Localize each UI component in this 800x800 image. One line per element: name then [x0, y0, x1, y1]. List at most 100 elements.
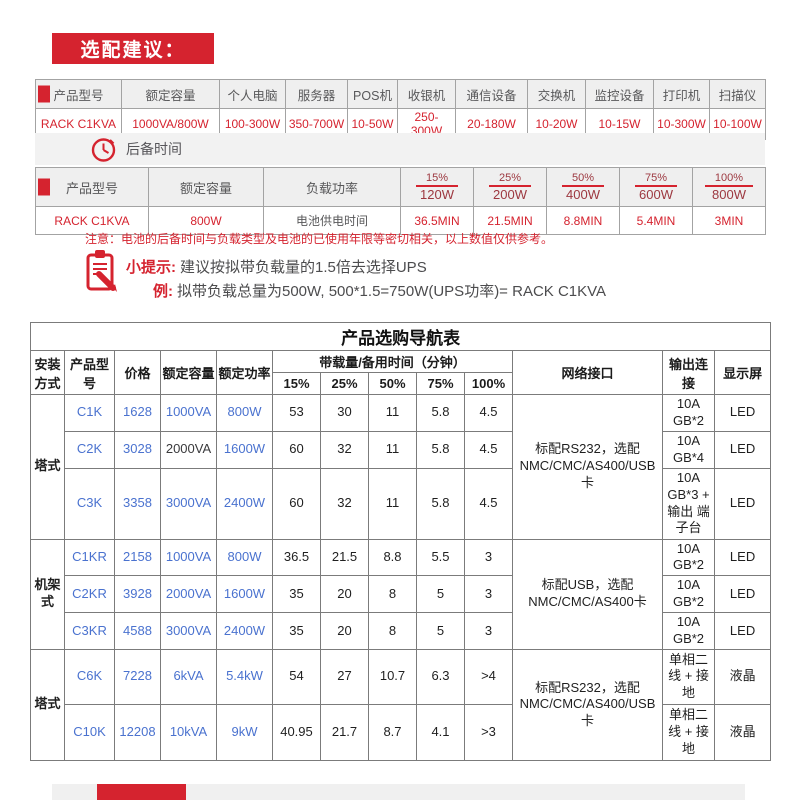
nav-cell-output: 10A GB*2	[662, 538, 715, 577]
nav-header-capacity: 额定容量	[160, 350, 217, 395]
device-table-header-row: 产品型号 额定容量 个人电脑 服务器 POS机 收银机 通信设备 交换机 监控设…	[35, 79, 766, 109]
red-marker	[38, 178, 50, 196]
nav-cell-output: 10A GB*3 + 输出 端子台	[662, 467, 715, 540]
nav-cell-model: C3KR	[64, 612, 115, 650]
nav-cell-l25: 20	[320, 575, 369, 614]
tip-example-text: 拟带负载总量为500W, 500*1.5=750W(UPS功率)= RACK C…	[177, 283, 607, 300]
nav-cell-power: 9kW	[216, 703, 273, 761]
nav-cell-output: 单相二 线 + 接 地	[662, 703, 715, 761]
nav-cell-price: 4588	[114, 612, 161, 650]
nav-cell-l100: 4.5	[464, 467, 513, 540]
nav-cell-output: 10A GB*4	[662, 430, 715, 469]
backup-cell-min-15: 36.5MIN	[400, 206, 474, 235]
backup-cell-loadpower: 电池供电时间	[263, 206, 401, 235]
nav-header-output: 输出连接	[662, 350, 715, 395]
nav-row-c1k: 塔式 C1K 1628 1000VA 800W 53 30 11 5.8 4.5…	[30, 394, 772, 540]
tip-example-label: 例:	[153, 283, 173, 300]
nav-cell-l25: 21.7	[320, 703, 369, 761]
nav-cell-model: C1KR	[64, 538, 115, 577]
nav-cell-price: 3028	[114, 430, 161, 469]
clock-icon	[90, 136, 117, 163]
device-header-printer: 打印机	[653, 79, 710, 109]
nav-cell-capacity: 1000VA	[160, 538, 217, 577]
nav-cell-display: LED	[713, 538, 772, 577]
nav-cell-model: C6K	[64, 648, 115, 705]
nav-cell-l15: 53	[272, 394, 321, 432]
backup-table-header-row: 产品型号 额定容量 负载功率 15% 120W 25% 200W 50% 400W 7…	[35, 167, 766, 207]
nav-header-row-1: 安装方式 产品型号 价格 额定容量 额定功率 带载量/备用时间（分钟） 网络接口…	[30, 350, 772, 395]
nav-header-load-100: 100%	[464, 372, 513, 395]
nav-cell-power: 800W	[216, 394, 273, 432]
nav-cell-l75: 5.8	[416, 467, 465, 540]
nav-cell-l50: 11	[368, 430, 417, 469]
backup-time-band: 后备时间	[35, 133, 765, 165]
nav-cell-price: 3358	[114, 467, 161, 540]
nav-cell-output: 10A GB*2	[662, 394, 715, 432]
nav-cell-l100: >3	[464, 703, 513, 761]
nav-cell-l75: 6.3	[416, 648, 465, 705]
nav-cell-capacity: 3000VA	[160, 467, 217, 540]
badge-label: 选配建议：	[80, 40, 186, 61]
nav-cell-l50: 8.8	[368, 538, 417, 577]
nav-row-c2k: C2K 3028 2000VA 1600W 60 32 11 5.8 4.5 1…	[31, 430, 772, 469]
backup-header-capacity: 额定容量	[148, 167, 264, 207]
nav-network-group-2: 标配USB，选配NMC/CMC/AS400卡	[512, 538, 663, 650]
nav-table-title: 产品选购导航表	[29, 322, 772, 351]
nav-cell-price: 3928	[114, 575, 161, 614]
nav-cell-price: 1628	[114, 394, 161, 432]
nav-cell-display: LED	[713, 467, 772, 540]
nav-cell-capacity: 2000VA	[160, 430, 217, 469]
nav-header-display: 显示屏	[713, 350, 772, 395]
nav-cell-l50: 10.7	[368, 648, 417, 705]
nav-cell-capacity: 10kVA	[160, 703, 217, 761]
nav-header-price: 价格	[114, 350, 161, 395]
backup-header-model: 产品型号	[35, 167, 149, 207]
nav-cell-display: 液晶	[713, 648, 772, 705]
backup-time-table: 产品型号 额定容量 负载功率 15% 120W 25% 200W 50% 400W 7…	[35, 167, 766, 235]
nav-header-load-group: 带载量/备用时间（分钟）	[272, 350, 513, 373]
nav-install-group-rack: 机架式	[30, 538, 65, 650]
nav-header-load-25: 25%	[320, 372, 369, 395]
nav-install-group-tower1: 塔式	[30, 394, 65, 540]
backup-header-frac-25: 25% 200W	[473, 167, 547, 207]
tip-line: 小提示: 建议按拟带负载量的1.5倍去选择UPS	[126, 256, 427, 277]
nav-title-row: 产品选购导航表	[29, 322, 772, 351]
nav-cell-display: LED	[713, 430, 772, 469]
device-header-capacity: 额定容量	[121, 79, 220, 109]
backup-cell-min-75: 5.4MIN	[619, 206, 693, 235]
nav-row-c10k: C10K 12208 10kVA 9kW 40.95 21.7 8.7 4.1 …	[31, 703, 772, 761]
tip-example-line: 例: 拟带负载总量为500W, 500*1.5=750W(UPS功率)= RACK…	[153, 280, 606, 301]
nav-cell-l100: 4.5	[464, 394, 513, 432]
nav-cell-l75: 5.5	[416, 538, 465, 577]
product-nav-table: 产品选购导航表 安装方式 产品型号 价格 额定容量 额定功率 带载量/备用时间（…	[29, 322, 772, 761]
battery-note: 注意：电池的后备时间与负载类型及电池的已使用年限等密切相关，以上数值仅供参考。	[85, 232, 554, 246]
section-badge-selection-advice: 选配建议：	[52, 33, 214, 64]
nav-cell-output: 10A GB*2	[662, 575, 715, 614]
nav-cell-l75: 5	[416, 612, 465, 650]
nav-network-group-1: 标配RS232，选配NMC/CMC/AS400/USB卡	[512, 394, 663, 540]
device-header-pc: 个人电脑	[219, 79, 286, 109]
device-header-model: 产品型号	[35, 79, 122, 109]
next-section-band	[52, 784, 745, 800]
backup-header-frac-15: 15% 120W	[400, 167, 474, 207]
nav-install-group-tower2: 塔式	[30, 648, 65, 761]
nav-cell-l15: 60	[272, 467, 321, 540]
nav-cell-l50: 8	[368, 575, 417, 614]
next-section-badge-partial	[97, 784, 186, 800]
nav-cell-price: 7228	[114, 648, 161, 705]
nav-header-load-15: 15%	[272, 372, 321, 395]
backup-table-data-row: RACK C1KVA 800W 电池供电时间 36.5MIN 21.5MIN 8…	[35, 206, 766, 235]
nav-header-network: 网络接口	[512, 350, 663, 395]
nav-row-c2kr: C2KR 3928 2000VA 1600W 35 20 8 5 3 10A G…	[31, 575, 772, 614]
backup-header-frac-100: 100% 800W	[692, 167, 766, 207]
nav-cell-capacity: 2000VA	[160, 575, 217, 614]
nav-cell-l25: 30	[320, 394, 369, 432]
nav-row-c6k: 塔式 C6K 7228 6kVA 5.4kW 54 27 10.7 6.3 >4…	[30, 648, 772, 761]
device-header-scanner: 扫描仪	[709, 79, 766, 109]
nav-cell-power: 1600W	[216, 430, 273, 469]
nav-cell-l100: 3	[464, 538, 513, 577]
nav-cell-l25: 32	[320, 430, 369, 469]
nav-cell-l15: 36.5	[272, 538, 321, 577]
nav-cell-l25: 20	[320, 612, 369, 650]
nav-cell-l15: 60	[272, 430, 321, 469]
